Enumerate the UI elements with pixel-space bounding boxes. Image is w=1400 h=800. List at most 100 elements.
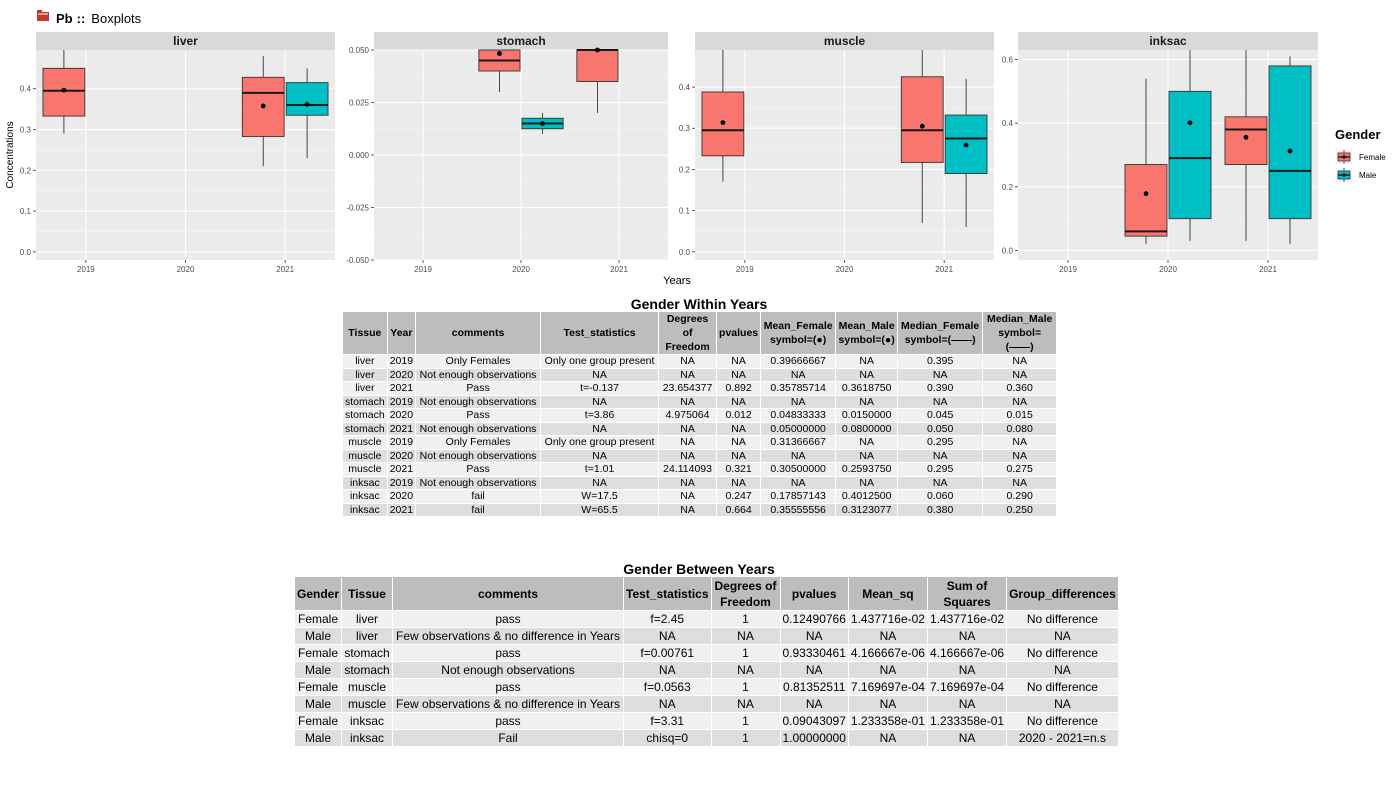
mean-point <box>963 142 969 148</box>
box-2021-male <box>944 78 988 228</box>
table-cell: NA <box>835 354 899 369</box>
x-tick-label: 2020 <box>836 265 854 274</box>
column-header: Year <box>386 311 417 355</box>
table-cell: NA <box>897 394 984 409</box>
table-cell: NA <box>658 448 718 463</box>
table-cell: 0.2593750 <box>835 462 899 477</box>
table-row: Male liver Few observations & no differenc… <box>293 627 1119 645</box>
panel-stomach: stomach -0.050 -0.025 0.000 0.025 0.050 2019 20… <box>346 32 668 274</box>
table-cell: NA <box>623 695 712 713</box>
table-cell: 0.060 <box>897 489 984 504</box>
table-cell: 0.360 <box>982 381 1058 396</box>
strip-label-muscle: muscle <box>824 34 866 48</box>
table-cell: fail <box>415 502 542 517</box>
table-cell: NA <box>658 502 718 517</box>
table-cell: NA <box>623 661 712 679</box>
mean-point <box>1243 134 1249 140</box>
table-cell: 24.114093 <box>658 462 718 477</box>
box-2021-female <box>241 56 285 167</box>
table-cell: NA <box>779 695 849 713</box>
table-cell: NA <box>1006 661 1119 679</box>
table-cell: 0.015 <box>982 408 1058 423</box>
table-cell: Not enough observations <box>415 475 542 490</box>
table-cell: NA <box>835 448 899 463</box>
table-cell: NA <box>847 695 928 713</box>
table-cell: NA <box>835 367 899 382</box>
table-cell: 0.295 <box>897 462 984 477</box>
red-folder-icon <box>37 10 49 21</box>
panel-inksac: inksac 0.0 0.2 0.4 0.6 2019 2020 2021 <box>1002 32 1318 274</box>
table-cell: NA <box>897 448 984 463</box>
table-cell: NA <box>982 394 1058 409</box>
table-cell: 0.31366667 <box>760 435 837 450</box>
table-row: inksac 2021 fail W=65.5 NA 0.664 0.35555556 0.3… <box>342 502 1058 517</box>
table-cell: 0.045 <box>897 408 984 423</box>
table-row: Female inksac pass f=3.31 1 0.09043097 1.23335… <box>293 712 1119 730</box>
table-cell: 0.380 <box>897 502 984 517</box>
table-cell: 0.17857143 <box>760 489 837 504</box>
column-header: Mean_Male symbol=(●) <box>835 311 899 355</box>
table-cell: NA <box>926 729 1008 747</box>
column-header: Gender <box>293 576 343 611</box>
table-cell: No difference <box>1006 610 1119 628</box>
table-cell: 2020 <box>386 408 417 423</box>
table-cell: 0.0150000 <box>835 408 899 423</box>
table-cell: No difference <box>1006 712 1119 730</box>
table-cell: NA <box>760 367 837 382</box>
table-cell: 4.166667e-06 <box>847 644 928 662</box>
table-row: Female liver pass f=2.45 1 0.12490766 1.437716… <box>293 610 1119 628</box>
table-cell: 0.39666667 <box>760 354 837 369</box>
column-header: pvalues <box>716 311 762 355</box>
mean-point <box>304 101 310 107</box>
y-tick-label: -0.025 <box>346 204 369 213</box>
box-2021-male <box>285 68 329 159</box>
table-cell: muscle <box>342 435 388 450</box>
table-cell: 0.3618750 <box>835 381 899 396</box>
column-header: Tissue <box>341 576 394 611</box>
strip-label-liver: liver <box>173 34 198 48</box>
y-tick-label: 0.2 <box>1002 183 1014 192</box>
box-2020-female <box>478 49 521 92</box>
table-cell: 2019 <box>386 475 417 490</box>
table-cell: liver <box>341 627 394 645</box>
y-tick-label: -0.050 <box>346 256 369 265</box>
legend-label: Male <box>1359 171 1377 180</box>
table-cell: pass <box>392 712 625 730</box>
table-cell: NA <box>710 627 781 645</box>
y-tick-label: 0.6 <box>1002 56 1014 65</box>
table-row: muscle 2019 Only Females Only one group pre… <box>342 435 1058 450</box>
table-cell: 7.169697e-04 <box>926 678 1008 696</box>
column-header: Group_differences <box>1006 576 1119 611</box>
table-cell: liver <box>342 381 388 396</box>
panel-liver: liver 0.0 0.1 0.2 0.3 0.4 2019 2020 2021 <box>20 32 335 274</box>
table-cell: 1.233358e-01 <box>926 712 1008 730</box>
table-cell: muscle <box>342 448 388 463</box>
table-cell: f=0.00761 <box>623 644 712 662</box>
table-cell: pass <box>392 610 625 628</box>
table-cell: Female <box>293 644 343 662</box>
x-tick-label: 2021 <box>610 265 628 274</box>
table-cell: Male <box>293 729 343 747</box>
y-tick-label: 0.1 <box>20 207 32 216</box>
table-cell: stomach <box>342 408 388 423</box>
table-cell: NA <box>926 695 1008 713</box>
table-cell: 0.35785714 <box>760 381 837 396</box>
table-cell: stomach <box>342 421 388 436</box>
table-cell: f=0.0563 <box>623 678 712 696</box>
table-cell: 0.247 <box>716 489 762 504</box>
table-cell: NA <box>540 475 660 490</box>
table-cell: 2021 <box>386 502 417 517</box>
box-body <box>285 82 329 116</box>
column-header: Tissue <box>342 311 388 355</box>
table-cell: muscle <box>341 695 394 713</box>
table-cell: 1 <box>710 712 781 730</box>
table-cell: NA <box>897 475 984 490</box>
table-cell: inksac <box>342 489 388 504</box>
table-cell: 0.81352511 <box>779 678 849 696</box>
table-cell: NA <box>926 661 1008 679</box>
table-cell: 2021 <box>386 381 417 396</box>
between-years-title: Gender Between Years <box>623 561 775 577</box>
legend: Gender Female Male <box>1335 127 1386 182</box>
y-tick-label: 0.4 <box>679 83 691 92</box>
mean-point <box>260 103 266 109</box>
